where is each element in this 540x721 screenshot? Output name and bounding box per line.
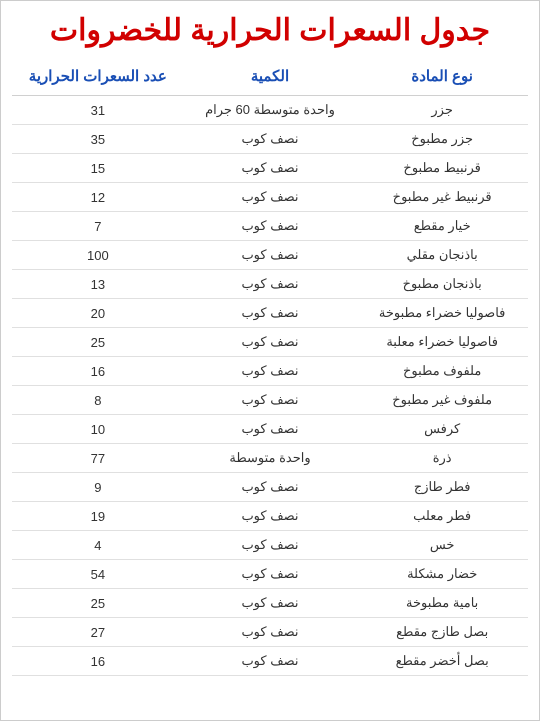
page-title: جدول السعرات الحرارية للخضروات bbox=[1, 1, 539, 59]
cell-material: ملفوف مطبوخ bbox=[356, 357, 528, 386]
table-row: فاصوليا خضراء معلبةنصف كوب25 bbox=[12, 328, 528, 357]
cell-quantity: نصف كوب bbox=[184, 154, 356, 183]
cell-material: فاصوليا خضراء مطبوخة bbox=[356, 299, 528, 328]
cell-quantity: نصف كوب bbox=[184, 589, 356, 618]
cell-quantity: نصف كوب bbox=[184, 502, 356, 531]
cell-quantity: واحدة متوسطة 60 جرام bbox=[184, 96, 356, 125]
calories-table: نوع المادة الكمية عدد السعرات الحرارية ج… bbox=[12, 59, 528, 676]
cell-calories: 4 bbox=[12, 531, 184, 560]
cell-quantity: نصف كوب bbox=[184, 125, 356, 154]
cell-quantity: نصف كوب bbox=[184, 415, 356, 444]
cell-material: ملفوف غير مطبوخ bbox=[356, 386, 528, 415]
table-row: ملفوف مطبوخنصف كوب16 bbox=[12, 357, 528, 386]
table-row: بصل أخضر مقطعنصف كوب16 bbox=[12, 647, 528, 676]
cell-quantity: نصف كوب bbox=[184, 560, 356, 589]
table-row: خسنصف كوب4 bbox=[12, 531, 528, 560]
table-row: فطر طازجنصف كوب9 bbox=[12, 473, 528, 502]
cell-quantity: نصف كوب bbox=[184, 212, 356, 241]
table-row: باذنجان مقلينصف كوب100 bbox=[12, 241, 528, 270]
cell-material: باذنجان مقلي bbox=[356, 241, 528, 270]
cell-calories: 8 bbox=[12, 386, 184, 415]
cell-quantity: نصف كوب bbox=[184, 183, 356, 212]
cell-calories: 19 bbox=[12, 502, 184, 531]
cell-calories: 100 bbox=[12, 241, 184, 270]
cell-calories: 16 bbox=[12, 647, 184, 676]
cell-material: خس bbox=[356, 531, 528, 560]
cell-material: فطر طازج bbox=[356, 473, 528, 502]
cell-material: قرنبيط مطبوخ bbox=[356, 154, 528, 183]
cell-material: قرنبيط غير مطبوخ bbox=[356, 183, 528, 212]
table-row: باذنجان مطبوخنصف كوب13 bbox=[12, 270, 528, 299]
cell-quantity: نصف كوب bbox=[184, 618, 356, 647]
cell-calories: 7 bbox=[12, 212, 184, 241]
cell-quantity: نصف كوب bbox=[184, 647, 356, 676]
cell-calories: 31 bbox=[12, 96, 184, 125]
cell-quantity: واحدة متوسطة bbox=[184, 444, 356, 473]
cell-material: جزر bbox=[356, 96, 528, 125]
table-row: فاصوليا خضراء مطبوخةنصف كوب20 bbox=[12, 299, 528, 328]
table-row: فطر معلبنصف كوب19 bbox=[12, 502, 528, 531]
cell-material: بصل طازج مقطع bbox=[356, 618, 528, 647]
cell-material: بامية مطبوخة bbox=[356, 589, 528, 618]
cell-calories: 16 bbox=[12, 357, 184, 386]
table-row: جزر مطبوخنصف كوب35 bbox=[12, 125, 528, 154]
cell-material: باذنجان مطبوخ bbox=[356, 270, 528, 299]
cell-material: فطر معلب bbox=[356, 502, 528, 531]
table-row: بصل طازج مقطعنصف كوب27 bbox=[12, 618, 528, 647]
table-row: جزرواحدة متوسطة 60 جرام31 bbox=[12, 96, 528, 125]
cell-calories: 25 bbox=[12, 328, 184, 357]
cell-calories: 20 bbox=[12, 299, 184, 328]
cell-quantity: نصف كوب bbox=[184, 357, 356, 386]
table-row: قرنبيط مطبوخنصف كوب15 bbox=[12, 154, 528, 183]
cell-calories: 9 bbox=[12, 473, 184, 502]
cell-quantity: نصف كوب bbox=[184, 270, 356, 299]
cell-calories: 35 bbox=[12, 125, 184, 154]
cell-calories: 12 bbox=[12, 183, 184, 212]
cell-material: خيار مقطع bbox=[356, 212, 528, 241]
cell-calories: 15 bbox=[12, 154, 184, 183]
cell-material: فاصوليا خضراء معلبة bbox=[356, 328, 528, 357]
cell-material: بصل أخضر مقطع bbox=[356, 647, 528, 676]
table-row: ملفوف غير مطبوخنصف كوب8 bbox=[12, 386, 528, 415]
cell-material: خضار مشكلة bbox=[356, 560, 528, 589]
cell-quantity: نصف كوب bbox=[184, 531, 356, 560]
cell-quantity: نصف كوب bbox=[184, 473, 356, 502]
table-row: بامية مطبوخةنصف كوب25 bbox=[12, 589, 528, 618]
cell-calories: 25 bbox=[12, 589, 184, 618]
cell-material: كرفس bbox=[356, 415, 528, 444]
cell-material: ذرة bbox=[356, 444, 528, 473]
cell-quantity: نصف كوب bbox=[184, 241, 356, 270]
table-body: جزرواحدة متوسطة 60 جرام31جزر مطبوخنصف كو… bbox=[12, 96, 528, 676]
cell-calories: 54 bbox=[12, 560, 184, 589]
cell-calories: 27 bbox=[12, 618, 184, 647]
table-row: كرفسنصف كوب10 bbox=[12, 415, 528, 444]
cell-calories: 10 bbox=[12, 415, 184, 444]
cell-quantity: نصف كوب bbox=[184, 299, 356, 328]
table-header: نوع المادة الكمية عدد السعرات الحرارية bbox=[12, 59, 528, 96]
col-header-quantity: الكمية bbox=[184, 59, 356, 96]
cell-calories: 13 bbox=[12, 270, 184, 299]
col-header-material: نوع المادة bbox=[356, 59, 528, 96]
cell-material: جزر مطبوخ bbox=[356, 125, 528, 154]
cell-calories: 77 bbox=[12, 444, 184, 473]
table-row: قرنبيط غير مطبوخنصف كوب12 bbox=[12, 183, 528, 212]
cell-quantity: نصف كوب bbox=[184, 328, 356, 357]
table-row: ذرةواحدة متوسطة77 bbox=[12, 444, 528, 473]
table-row: خيار مقطعنصف كوب7 bbox=[12, 212, 528, 241]
cell-quantity: نصف كوب bbox=[184, 386, 356, 415]
table-row: خضار مشكلةنصف كوب54 bbox=[12, 560, 528, 589]
col-header-calories: عدد السعرات الحرارية bbox=[12, 59, 184, 96]
